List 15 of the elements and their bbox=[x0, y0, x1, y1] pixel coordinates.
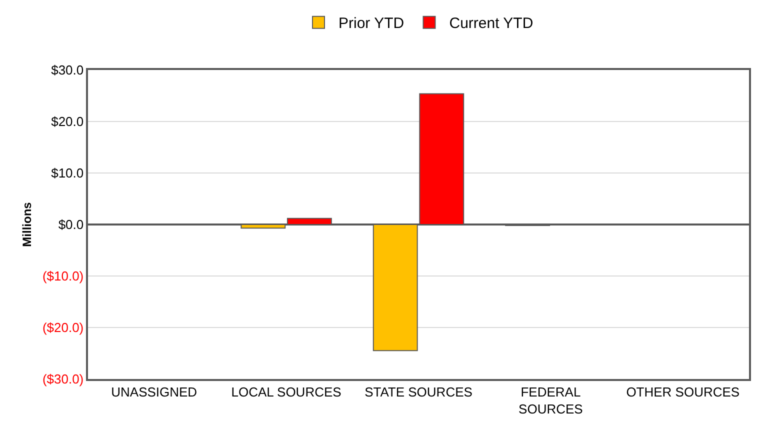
x-tick-label: UNASSIGNED bbox=[111, 384, 198, 400]
x-tick-label: LOCAL SOURCES bbox=[231, 384, 342, 400]
y-tick-label: ($30.0) bbox=[42, 372, 84, 387]
legend-label: Prior YTD bbox=[338, 15, 404, 32]
y-tick-label: $20.0 bbox=[51, 114, 84, 130]
y-axis-title: Millions bbox=[20, 202, 34, 247]
y-tick-label: $10.0 bbox=[51, 166, 84, 181]
y-tick-label: ($20.0) bbox=[42, 320, 84, 336]
x-tick-label: STATE SOURCES bbox=[364, 384, 473, 400]
legend-label: Current YTD bbox=[449, 15, 534, 32]
y-tick-label: $30.0 bbox=[51, 62, 84, 78]
x-tick-label: OTHER SOURCES bbox=[626, 384, 740, 400]
x-tick-label: FEDERAL SOURCES bbox=[518, 384, 584, 416]
y-tick-label: $0.0 bbox=[58, 217, 84, 232]
y-tick-label: ($10.0) bbox=[42, 268, 84, 284]
